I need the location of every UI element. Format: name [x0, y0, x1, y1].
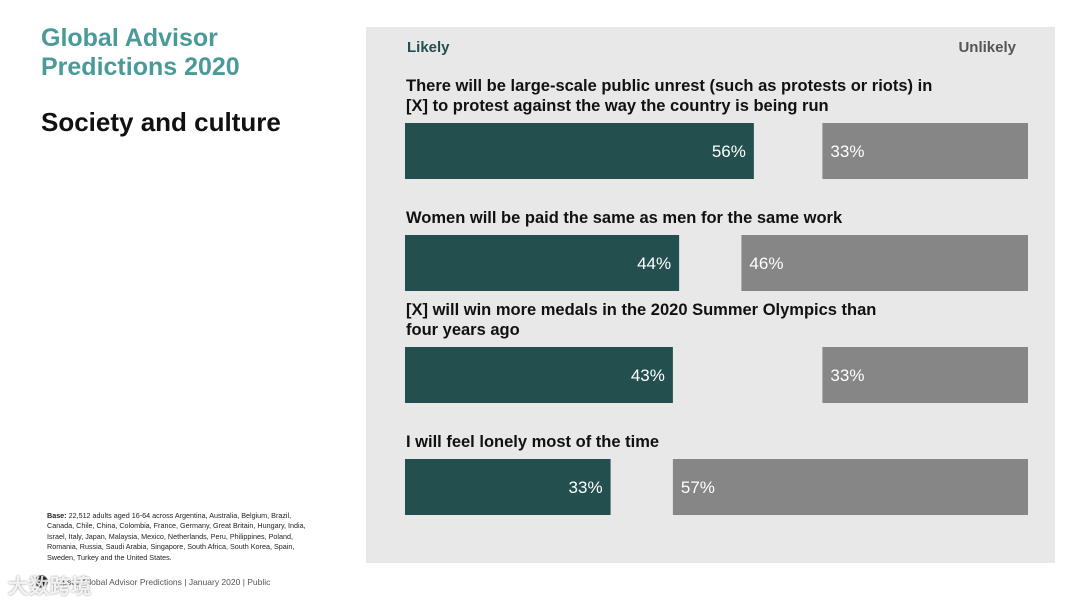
question-label: [X] will win more medals in the 2020 Sum… [406, 301, 876, 319]
unlikely-bar [822, 347, 1028, 403]
chart-panel: Likely Unlikely There will be large-scale … [366, 27, 1055, 563]
unlikely-bar [741, 235, 1028, 291]
unlikely-value-label: 33% [830, 366, 864, 385]
watermark: 大数跨境 [8, 576, 92, 598]
unlikely-value-label: 46% [749, 254, 783, 273]
question-label: Women will be paid the same as men for t… [406, 209, 843, 227]
unlikely-value-label: 33% [830, 142, 864, 161]
likely-value-label: 33% [569, 478, 603, 497]
base-note-label: Base: [47, 511, 67, 520]
likely-bar [405, 123, 754, 179]
unlikely-value-label: 57% [681, 478, 715, 497]
base-note: Base: 22,512 adults aged 16-64 across Ar… [47, 511, 309, 563]
diverging-bar-chart: Likely Unlikely There will be large-scale … [405, 39, 1028, 515]
ipsos-logo [35, 575, 48, 588]
legend-likely: Likely [407, 39, 450, 56]
question-label: I will feel lonely most of the time [406, 433, 659, 451]
likely-bar [405, 347, 673, 403]
legend-unlikely: Unlikely [958, 39, 1016, 56]
likely-bar [405, 459, 611, 515]
chart-title: Global Advisor Predictions 2020 [41, 24, 240, 81]
question-label: There will be large-scale public unrest … [406, 77, 932, 95]
likely-bar [405, 235, 680, 291]
question-label: four years ago [406, 321, 520, 339]
footer-text: Ipsos Global Advisor Predictions | Janua… [60, 577, 271, 587]
unlikely-bar [672, 459, 1028, 515]
likely-value-label: 43% [631, 366, 665, 385]
section-subtitle: Society and culture [41, 107, 281, 137]
base-note-text: 22,512 adults aged 16-64 across Argentin… [47, 511, 306, 562]
likely-value-label: 56% [712, 142, 746, 161]
unlikely-bar [822, 123, 1028, 179]
question-label: [X] to protest against the way the count… [406, 97, 829, 115]
likely-value-label: 44% [637, 254, 671, 273]
